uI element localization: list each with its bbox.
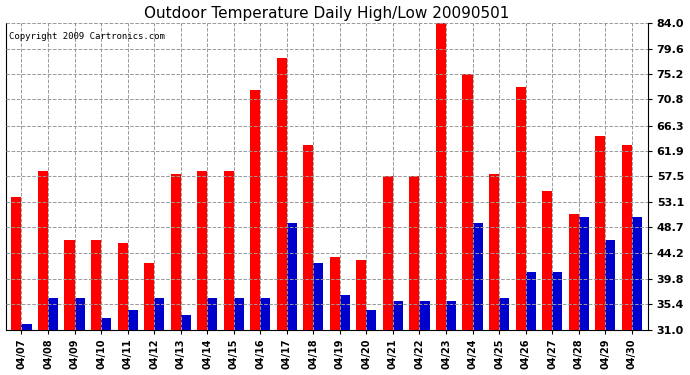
Bar	[48, 298, 58, 330]
Bar	[260, 298, 270, 330]
Bar	[526, 272, 535, 330]
Bar	[420, 301, 430, 330]
Bar	[91, 240, 101, 330]
Bar	[38, 171, 48, 330]
Bar	[552, 272, 562, 330]
Bar	[515, 87, 526, 330]
Bar	[605, 240, 615, 330]
Bar	[579, 217, 589, 330]
Bar	[622, 145, 632, 330]
Title: Outdoor Temperature Daily High/Low 20090501: Outdoor Temperature Daily High/Low 20090…	[144, 6, 509, 21]
Bar	[304, 145, 313, 330]
Bar	[128, 309, 138, 330]
Bar	[154, 298, 164, 330]
Bar	[632, 217, 642, 330]
Bar	[12, 197, 21, 330]
Bar	[21, 324, 32, 330]
Bar	[117, 243, 128, 330]
Bar	[356, 260, 366, 330]
Bar	[499, 298, 509, 330]
Bar	[383, 177, 393, 330]
Bar	[250, 90, 260, 330]
Bar	[330, 258, 340, 330]
Bar	[542, 191, 552, 330]
Bar	[595, 136, 605, 330]
Bar	[75, 298, 85, 330]
Text: Copyright 2009 Cartronics.com: Copyright 2009 Cartronics.com	[9, 32, 165, 41]
Bar	[64, 240, 75, 330]
Bar	[569, 214, 579, 330]
Bar	[207, 298, 217, 330]
Bar	[313, 263, 324, 330]
Bar	[224, 171, 234, 330]
Bar	[181, 315, 190, 330]
Bar	[489, 174, 499, 330]
Bar	[393, 301, 403, 330]
Bar	[101, 318, 111, 330]
Bar	[287, 223, 297, 330]
Bar	[277, 58, 287, 330]
Bar	[366, 309, 377, 330]
Bar	[446, 301, 456, 330]
Bar	[234, 298, 244, 330]
Bar	[462, 74, 473, 330]
Bar	[473, 223, 482, 330]
Bar	[197, 171, 207, 330]
Bar	[409, 177, 420, 330]
Bar	[170, 174, 181, 330]
Bar	[436, 23, 446, 330]
Bar	[144, 263, 154, 330]
Bar	[340, 295, 350, 330]
